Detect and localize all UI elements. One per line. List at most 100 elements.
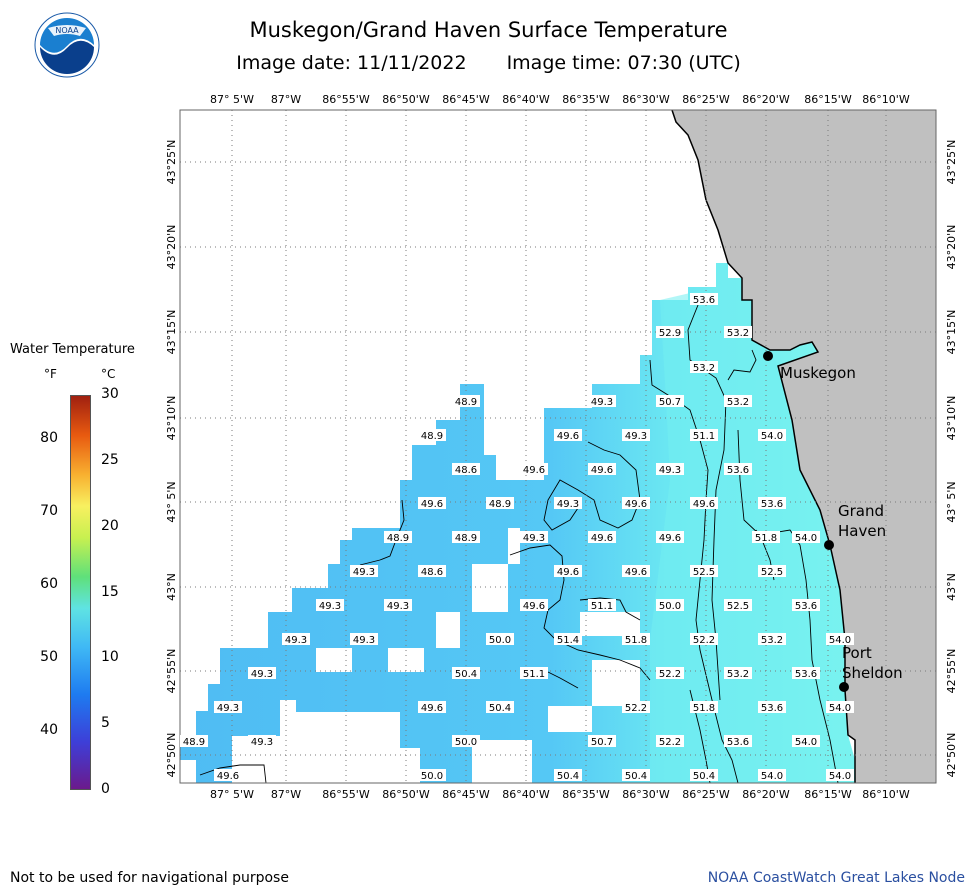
temperature-label-box: [690, 769, 718, 781]
temperature-label-box: [622, 565, 650, 577]
temperature-label-box: [316, 599, 344, 611]
temperature-value: 53.6: [761, 499, 783, 510]
longitude-label-bottom: 86°55'W: [322, 788, 370, 801]
temperature-value: 53.2: [761, 635, 783, 646]
temperature-label-box: [248, 735, 276, 747]
temperature-value: 50.4: [625, 771, 647, 782]
no-data-region: [508, 528, 520, 564]
temperature-label: 53.2: [758, 633, 786, 646]
image-time: Image time: 07:30 (UTC): [506, 52, 741, 74]
temperature-label: 52.2: [622, 701, 650, 714]
temperature-label: 48.9: [486, 497, 514, 510]
temperature-label: 49.6: [520, 463, 548, 476]
temperature-label-box: [622, 701, 650, 713]
temperature-value: 49.6: [523, 601, 545, 612]
latitude-label-right: 42°50'N: [945, 733, 958, 778]
temperature-label-box: [452, 463, 480, 475]
temperature-value: 49.6: [591, 533, 613, 544]
temperature-label: 50.7: [588, 735, 616, 748]
temperature-value: 49.3: [557, 499, 579, 510]
longitude-label-top: 86°10'W: [862, 93, 910, 106]
temperature-value: 49.6: [591, 465, 613, 476]
isotherm-line: [727, 349, 757, 381]
land-region: [672, 110, 936, 783]
temperature-value: 48.9: [183, 737, 205, 748]
temperature-label-box: [690, 497, 718, 509]
temperature-label: 49.6: [554, 429, 582, 442]
latitude-label-right: 43°10'N: [945, 396, 958, 441]
celsius-tick-label: 30: [101, 386, 119, 402]
temperature-label: 51.4: [554, 633, 582, 646]
latitude-label-left: 43°15'N: [165, 310, 178, 355]
celsius-tick-label: 15: [101, 583, 119, 600]
temperature-label-box: [758, 429, 786, 441]
temperature-value: 53.2: [727, 397, 749, 408]
map-frame: [179, 109, 937, 784]
temperature-label-box: [384, 531, 412, 543]
isotherm-line: [509, 544, 651, 681]
longitude-label-bottom: 86°35'W: [562, 788, 610, 801]
temperature-value: 48.9: [489, 499, 511, 510]
temperature-value: 48.9: [387, 533, 409, 544]
temperature-label: 49.3: [248, 735, 276, 748]
image-datetime: Image date: 11/11/2022 Image time: 07:30 …: [0, 52, 977, 74]
fahrenheit-tick-label: 60: [40, 576, 58, 593]
temperature-value: 50.4: [455, 669, 477, 680]
temperature-label-box: [656, 531, 684, 543]
temperature-label-box: [248, 667, 276, 679]
latitude-label-left: 42°50'N: [165, 733, 178, 778]
temperature-value: 49.3: [659, 465, 681, 476]
temperature-value: 49.3: [353, 567, 375, 578]
temperature-label: 54.0: [792, 735, 820, 748]
temperature-label-box: [690, 633, 718, 645]
temperature-label-box: [452, 735, 480, 747]
temperature-label-box: [656, 395, 684, 407]
temperature-value: 50.4: [693, 771, 715, 782]
temperature-label-box: [622, 633, 650, 645]
temperature-label: 54.0: [826, 769, 854, 782]
temperature-label: 51.8: [690, 701, 718, 714]
fahrenheit-tick-label: 40: [40, 722, 58, 739]
temperature-label: 53.2: [724, 395, 752, 408]
temperature-label: 54.0: [758, 429, 786, 442]
longitude-label-top: 86°35'W: [562, 93, 610, 106]
credit-line: NOAA CoastWatch Great Lakes Node: [707, 870, 965, 886]
svg-text:NOAA: NOAA: [55, 26, 79, 35]
temperature-value: 53.6: [795, 669, 817, 680]
temperature-label-box: [724, 326, 752, 338]
temperature-value: 48.9: [421, 431, 443, 442]
temperature-label: 49.6: [690, 497, 718, 510]
temperature-label: 50.0: [418, 769, 446, 782]
temperature-label-box: [588, 531, 616, 543]
fahrenheit-tick-label: 70: [40, 503, 58, 520]
temperature-label-box: [588, 735, 616, 747]
temperature-label-box: [588, 463, 616, 475]
temperature-label-box: [520, 599, 548, 611]
longitude-label-bottom: 86°20'W: [742, 788, 790, 801]
temperature-value: 53.6: [727, 465, 749, 476]
temperature-label: 48.9: [452, 395, 480, 408]
no-data-region: [232, 736, 280, 783]
shoreline: [671, 109, 856, 783]
temperature-label-box: [656, 667, 684, 679]
temperature-label-box: [622, 429, 650, 441]
temperature-value: 54.0: [829, 703, 851, 714]
temperature-value: 54.0: [829, 635, 851, 646]
longitude-label-bottom: 87°W: [271, 788, 301, 801]
temperature-label-box: [758, 565, 786, 577]
temperature-value: 48.6: [421, 567, 443, 578]
temperature-value: 49.6: [557, 567, 579, 578]
temperature-value: 50.7: [659, 397, 681, 408]
temperature-label: 53.2: [690, 361, 718, 374]
temperature-label-box: [792, 667, 820, 679]
unit-celsius: °C: [101, 367, 116, 381]
image-date: Image date: 11/11/2022: [236, 52, 467, 74]
temperature-label: 53.6: [758, 701, 786, 714]
temperature-label: 49.3: [248, 667, 276, 680]
temperature-value: 49.6: [557, 431, 579, 442]
longitude-label-bottom: 86°30'W: [622, 788, 670, 801]
temperature-label: 52.5: [724, 599, 752, 612]
axis-labels: 87° 5'W 87° 5'W 87°W 87°W 86°55'W 86°55'W 86°5…: [165, 93, 958, 801]
no-data-region: [400, 748, 420, 783]
isotherm-line: [579, 597, 641, 621]
